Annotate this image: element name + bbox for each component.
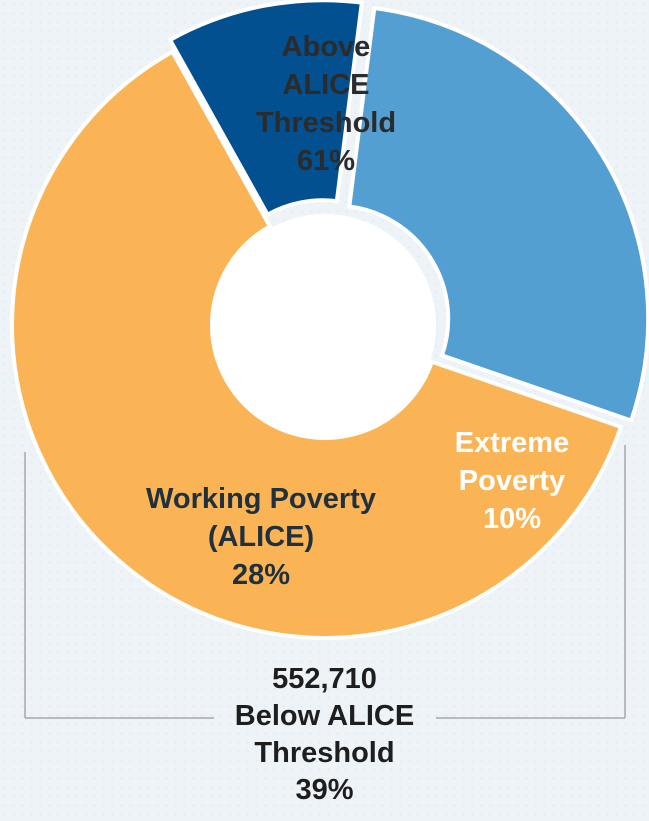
slice-working [347, 5, 649, 424]
slice-extreme [167, 0, 365, 218]
below-threshold-bracket [24, 445, 626, 719]
slice-label-working-line: (ALICE) [208, 521, 314, 553]
donut-slices [10, 0, 649, 640]
slice-label-extreme-line: Poverty [459, 465, 565, 497]
slice-label-extreme-line: Extreme [455, 427, 569, 459]
slice-label-extreme: Extreme Poverty 10% [455, 427, 569, 535]
below-threshold-label-line1: Below ALICE [234, 700, 415, 732]
slice-above [10, 49, 624, 640]
slice-label-working: Working Poverty (ALICE) 28% [146, 483, 376, 591]
slice-label-working-line: 28% [232, 559, 290, 591]
below-threshold-summary: 552,710 Below ALICE Threshold 39% [0, 661, 649, 809]
below-threshold-count: 552,710 [272, 663, 377, 695]
slice-label-above-line: ALICE [283, 69, 370, 101]
below-threshold-label-line2: Threshold [254, 737, 395, 769]
slice-labels: Above ALICE Threshold 61% Working Poverty (AL… [146, 31, 569, 591]
slice-label-above-line: Threshold [256, 107, 396, 139]
slice-label-above-line: Above [282, 31, 371, 63]
slice-label-extreme-line: 10% [483, 503, 541, 535]
slice-label-above-line: 61% [297, 145, 355, 177]
slice-label-working-line: Working Poverty [146, 483, 376, 515]
donut-hole [214, 214, 436, 436]
below-threshold-percent: 39% [295, 774, 354, 806]
slice-label-above: Above ALICE Threshold 61% [256, 31, 396, 177]
